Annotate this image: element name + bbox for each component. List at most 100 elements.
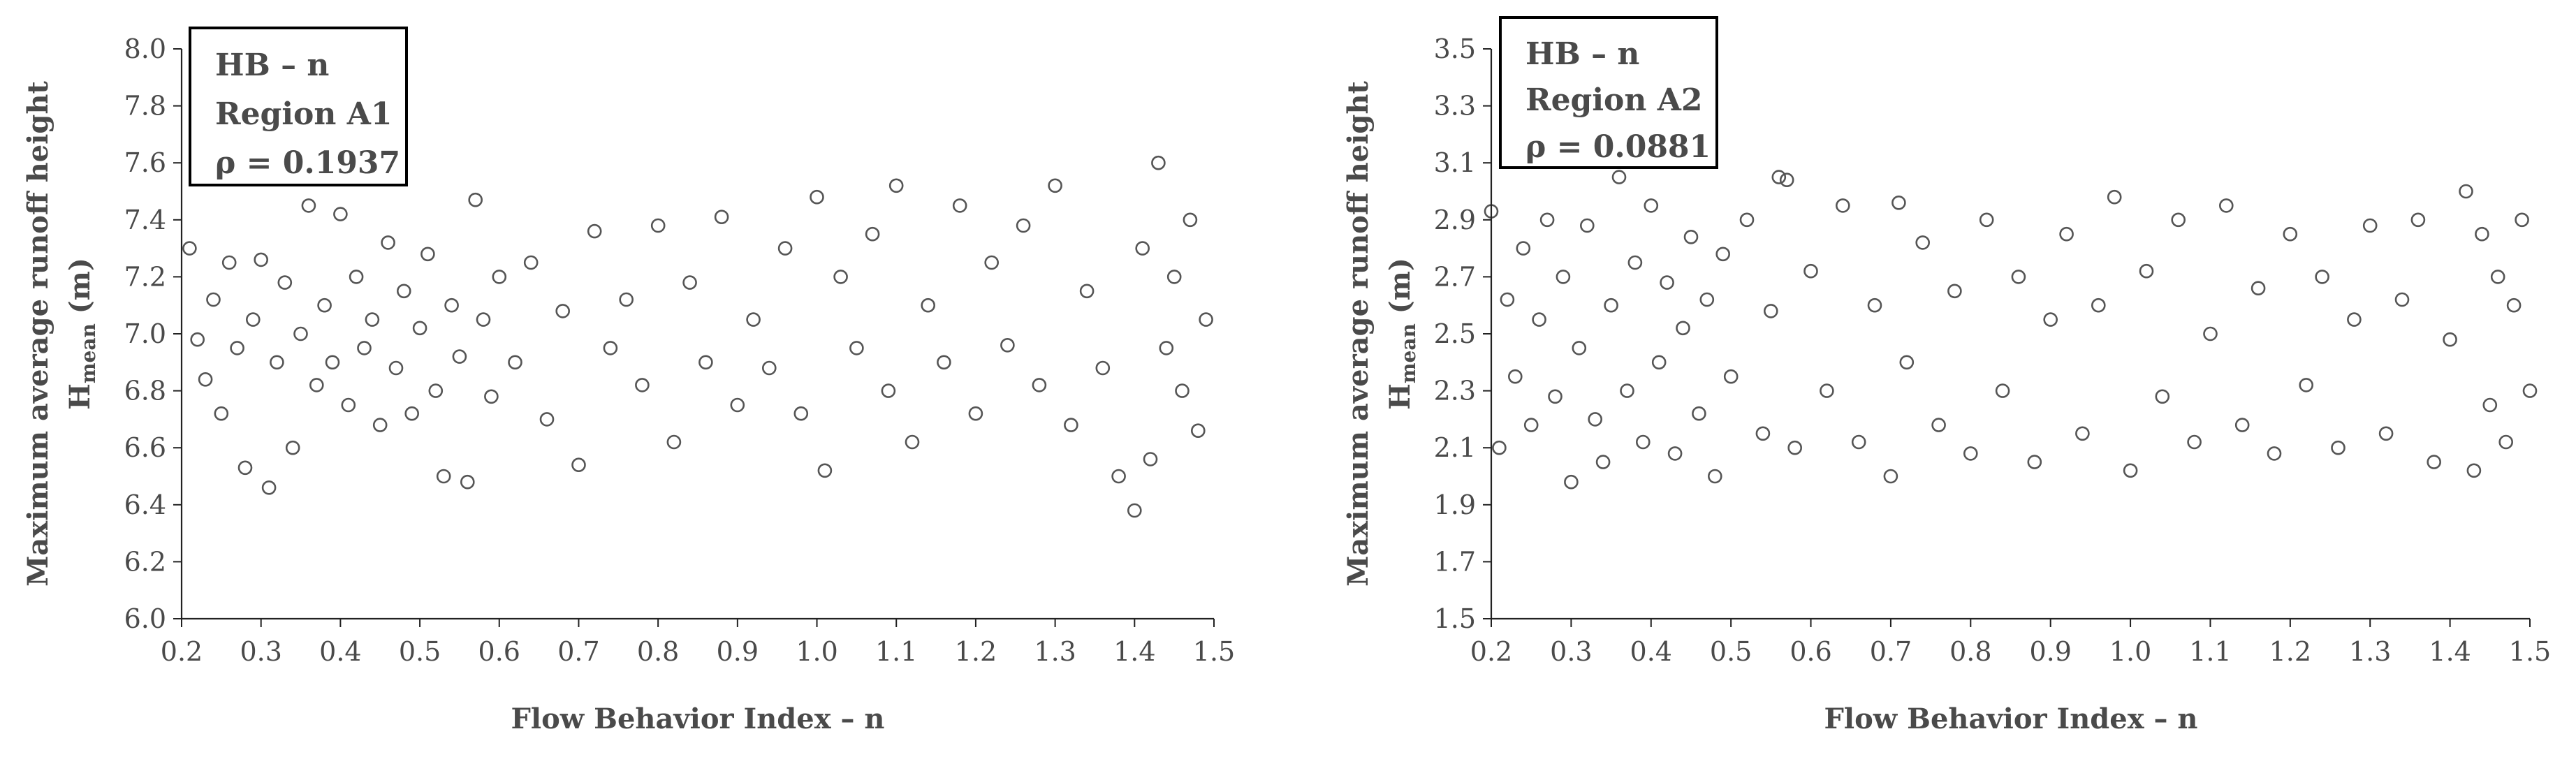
data-point bbox=[1572, 341, 1587, 355]
data-point bbox=[2315, 270, 2329, 284]
data-point bbox=[865, 226, 880, 242]
data-point bbox=[372, 418, 388, 432]
y-axis-label: Maximum average runoff height bbox=[1342, 81, 1375, 587]
data-point bbox=[341, 397, 356, 413]
data-point bbox=[810, 189, 824, 205]
data-point bbox=[984, 255, 999, 270]
data-point bbox=[396, 284, 411, 299]
data-point bbox=[2466, 463, 2482, 478]
x-tick-label: 0.5 bbox=[399, 636, 441, 667]
chart-region-a1: 6.0 6.2 6.4 6.6 6.8 7.0 7.2 7.4 7.6 7.8 8.0 0.2 0.3… bbox=[22, 27, 1235, 735]
data-point bbox=[888, 178, 904, 193]
data-point bbox=[1032, 378, 1047, 392]
data-point bbox=[587, 223, 602, 239]
x-tick-label: 0.2 bbox=[1470, 636, 1512, 667]
data-point bbox=[635, 378, 650, 392]
data-point bbox=[1995, 383, 2010, 398]
data-point bbox=[1135, 241, 1150, 256]
data-point bbox=[1095, 360, 1111, 376]
data-point bbox=[746, 312, 761, 327]
data-point bbox=[1963, 446, 1978, 461]
data-point bbox=[1500, 292, 1515, 307]
data-point bbox=[2299, 378, 2313, 392]
data-point bbox=[952, 198, 967, 213]
data-point bbox=[428, 383, 444, 398]
data-point bbox=[905, 434, 920, 450]
data-point bbox=[2427, 455, 2441, 469]
data-point bbox=[1683, 229, 1699, 244]
data-point bbox=[1595, 455, 1611, 469]
data-point bbox=[603, 341, 618, 355]
y-tick-label: 2.9 bbox=[1434, 205, 1476, 235]
x-axis-label: Flow Behavior Index – n bbox=[511, 703, 885, 735]
y-tick-label: 6.6 bbox=[124, 432, 166, 463]
data-point bbox=[937, 355, 951, 370]
data-point bbox=[2515, 212, 2529, 228]
data-point bbox=[2234, 418, 2250, 432]
legend-line-2: Region A1 bbox=[215, 96, 392, 132]
y-tick-label: 6.8 bbox=[124, 376, 166, 406]
x-ticks: 0.2 0.3 0.4 0.5 0.6 0.7 0.8 0.9 1.0 1.1 1.2 1.3 1.4 1… bbox=[1470, 619, 2551, 667]
x-tick-label: 1.2 bbox=[955, 636, 997, 667]
data-point bbox=[1064, 418, 1078, 432]
y-tick-label: 7.8 bbox=[124, 91, 166, 122]
y-tick-label: 1.5 bbox=[1434, 603, 1476, 634]
data-point bbox=[849, 341, 864, 355]
data-point bbox=[357, 341, 372, 355]
y-tick-label: 7.6 bbox=[124, 147, 166, 178]
data-point bbox=[682, 275, 697, 290]
y-tick-label: 3.5 bbox=[1434, 34, 1476, 64]
data-point bbox=[1715, 247, 1730, 262]
data-point bbox=[412, 321, 427, 336]
data-point bbox=[436, 469, 451, 484]
x-tick-label: 0.4 bbox=[1630, 636, 1672, 667]
y-axis-label-main: H bbox=[64, 383, 96, 410]
data-point bbox=[1199, 312, 1213, 327]
data-point bbox=[1564, 474, 1579, 490]
data-point bbox=[1851, 434, 1866, 450]
data-point bbox=[230, 341, 244, 355]
data-point bbox=[2171, 212, 2186, 228]
data-point bbox=[2187, 434, 2202, 450]
data-point bbox=[484, 389, 499, 404]
data-point bbox=[2490, 270, 2505, 284]
data-point bbox=[1755, 426, 1771, 441]
data-point bbox=[460, 474, 475, 490]
x-tick-label: 0.8 bbox=[1949, 636, 1991, 667]
data-point bbox=[1159, 341, 1174, 355]
x-tick-label: 1.1 bbox=[875, 636, 917, 667]
data-point bbox=[539, 412, 555, 427]
data-point bbox=[762, 360, 777, 376]
data-points bbox=[182, 155, 1213, 518]
data-point bbox=[1111, 469, 1126, 484]
x-axis-label: Flow Behavior Index – n bbox=[1824, 703, 2198, 735]
y-tick-label: 2.3 bbox=[1434, 376, 1476, 406]
data-point bbox=[1779, 172, 1794, 188]
data-point bbox=[1588, 412, 1602, 427]
data-point bbox=[555, 304, 571, 318]
data-point bbox=[1191, 423, 1206, 439]
data-point bbox=[293, 326, 308, 341]
data-point bbox=[333, 207, 348, 221]
data-point bbox=[1143, 452, 1158, 466]
data-point bbox=[2011, 270, 2026, 284]
data-point bbox=[301, 198, 316, 213]
data-point bbox=[666, 434, 682, 450]
data-point bbox=[2267, 446, 2282, 461]
data-point bbox=[198, 372, 213, 387]
data-point bbox=[325, 355, 340, 370]
y-tick-label: 8.0 bbox=[124, 34, 166, 64]
data-point bbox=[285, 440, 300, 455]
y-tick-label: 3.3 bbox=[1434, 91, 1476, 122]
data-point bbox=[206, 292, 221, 307]
data-point bbox=[444, 297, 459, 313]
data-point bbox=[2091, 297, 2106, 313]
legend-line-2: Region A2 bbox=[1525, 82, 1702, 118]
legend-line-1: HB – n bbox=[215, 47, 329, 83]
data-point bbox=[1660, 275, 1674, 290]
data-point bbox=[381, 235, 395, 250]
y-axis-label-secondary: Hmean (m) bbox=[1384, 258, 1420, 410]
data-point bbox=[698, 355, 713, 370]
data-point bbox=[2075, 426, 2090, 441]
